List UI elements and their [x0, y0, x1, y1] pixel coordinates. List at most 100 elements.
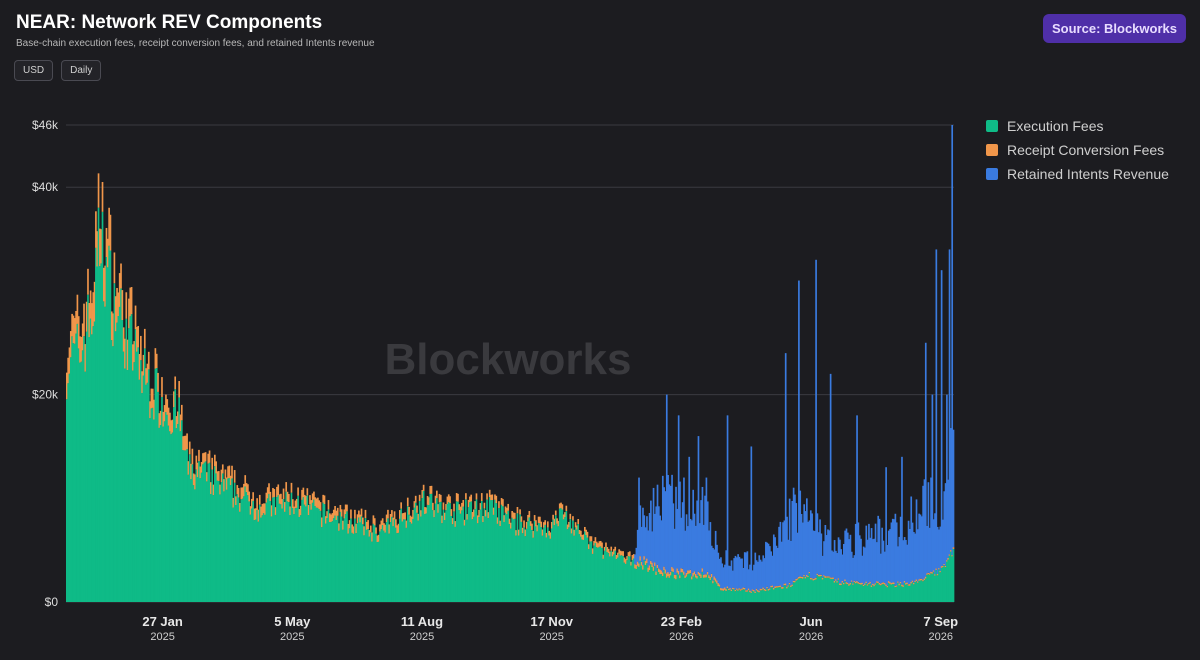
legend-item-execution-fees[interactable]: Execution Fees	[986, 118, 1169, 134]
execution-fees-bar	[336, 515, 339, 602]
chart-subtitle: Base-chain execution fees, receipt conve…	[16, 38, 375, 49]
execution-fees-bar	[869, 583, 872, 602]
receipt-conversion-fees-bar	[450, 509, 453, 516]
receipt-conversion-fees-bar	[302, 487, 305, 498]
receipt-conversion-fees-bar	[512, 512, 515, 520]
frequency-chip[interactable]: Daily	[61, 60, 102, 81]
receipt-conversion-fees-bar	[848, 584, 850, 586]
execution-fees-bar	[758, 592, 761, 602]
execution-fees-bar	[638, 566, 640, 602]
legend-item-retained-intents-revenue[interactable]: Retained Intents Revenue	[986, 166, 1169, 182]
receipt-conversion-fees-bar	[347, 523, 350, 534]
execution-fees-bar	[639, 560, 642, 602]
execution-fees-bar	[749, 592, 751, 602]
retained-intents-revenue-bar	[811, 513, 813, 579]
receipt-conversion-fees-bar	[182, 436, 184, 451]
execution-fees-bar	[276, 496, 278, 602]
receipt-conversion-fees-bar	[648, 565, 651, 571]
receipt-conversion-fees-bar	[762, 587, 765, 590]
execution-fees-bar	[467, 507, 470, 602]
execution-fees-bar	[388, 533, 391, 602]
receipt-conversion-fees-bar	[272, 487, 274, 498]
execution-fees-bar	[831, 578, 833, 602]
execution-fees-bar	[376, 542, 379, 602]
receipt-conversion-fees-bar	[799, 576, 802, 579]
receipt-conversion-fees-bar	[761, 588, 763, 591]
retained-intents-revenue-bar	[770, 551, 772, 586]
execution-fees-bar	[75, 333, 77, 602]
currency-chip[interactable]: USD	[14, 60, 54, 81]
execution-fees-bar	[249, 514, 252, 602]
execution-fees-bar	[887, 582, 890, 602]
execution-fees-bar	[808, 573, 811, 602]
execution-fees-bar	[451, 524, 454, 602]
retained-intents-revenue-bar	[741, 558, 743, 589]
receipt-conversion-fees-bar	[418, 494, 421, 501]
receipt-conversion-fees-bar	[430, 485, 433, 494]
receipt-conversion-fees-bar	[335, 510, 338, 520]
execution-fees-bar	[224, 478, 227, 602]
receipt-conversion-fees-bar	[523, 520, 525, 528]
execution-fees-bar	[463, 525, 466, 602]
source-button[interactable]: Source: Blockworks	[1043, 14, 1186, 43]
retained-intents-revenue-bar	[832, 551, 835, 578]
receipt-conversion-fees-bar	[729, 588, 732, 590]
receipt-conversion-fees-bar	[920, 578, 923, 581]
execution-fees-bar	[728, 590, 730, 602]
receipt-conversion-fees-bar	[426, 496, 429, 505]
receipt-conversion-fees-bar	[947, 557, 950, 560]
execution-fees-bar	[260, 517, 262, 602]
receipt-conversion-fees-bar	[689, 569, 692, 574]
execution-fees-bar	[371, 541, 373, 602]
receipt-conversion-fees-bar	[557, 520, 560, 527]
retained-intents-revenue-bar	[825, 535, 828, 577]
receipt-conversion-fees-bar	[877, 581, 880, 584]
receipt-conversion-fees-bar	[684, 575, 687, 579]
execution-fees-bar	[630, 565, 632, 602]
retained-intents-revenue-bar	[709, 522, 712, 577]
receipt-conversion-fees-bar	[524, 529, 527, 537]
retained-intents-revenue-bar	[901, 456, 903, 585]
execution-fees-bar	[295, 507, 298, 602]
receipt-conversion-fees-bar	[893, 582, 895, 585]
execution-fees-bar	[475, 499, 478, 602]
execution-fees-bar	[491, 500, 494, 602]
x-tick-year: 2025	[539, 631, 563, 643]
receipt-conversion-fees-bar	[351, 524, 354, 533]
receipt-conversion-fees-bar	[188, 441, 191, 455]
execution-fees-bar	[684, 578, 687, 602]
execution-fees-bar	[162, 426, 165, 602]
retained-intents-revenue-bar	[697, 436, 700, 572]
receipt-conversion-fees-bar	[235, 496, 237, 505]
retained-intents-revenue-bar	[693, 513, 696, 572]
receipt-conversion-fees-bar	[233, 470, 236, 483]
execution-fees-bar	[389, 522, 392, 602]
execution-fees-bar	[836, 582, 839, 602]
execution-fees-bar	[309, 504, 311, 602]
execution-fees-bar	[549, 538, 552, 602]
receipt-conversion-fees-bar	[326, 511, 328, 518]
retained-intents-revenue-bar	[890, 522, 893, 584]
receipt-conversion-fees-swatch	[986, 144, 998, 156]
receipt-conversion-fees-bar	[491, 494, 494, 501]
execution-fees-bar	[841, 582, 844, 602]
execution-fees-bar	[278, 503, 281, 602]
execution-fees-bar	[924, 578, 927, 602]
execution-fees-bar	[932, 571, 935, 602]
x-tick-year: 2026	[929, 631, 953, 643]
receipt-conversion-fees-bar	[819, 574, 821, 577]
receipt-conversion-fees-bar	[149, 401, 151, 419]
receipt-conversion-fees-bar	[356, 514, 359, 524]
legend-item-receipt-conversion-fees[interactable]: Receipt Conversion Fees	[986, 142, 1169, 158]
retained-intents-revenue-bar	[815, 259, 817, 578]
retained-intents-revenue-bar	[643, 515, 646, 557]
execution-fees-bar	[692, 576, 695, 602]
receipt-conversion-fees-bar	[513, 512, 516, 519]
execution-fees-bar	[675, 579, 677, 602]
execution-fees-bar	[681, 572, 684, 602]
retained-intents-revenue-bar	[695, 525, 697, 574]
x-tick-year: 2026	[799, 631, 823, 643]
execution-fees-bar	[101, 211, 104, 602]
receipt-conversion-fees-bar	[558, 503, 561, 509]
execution-fees-bar	[122, 351, 125, 602]
